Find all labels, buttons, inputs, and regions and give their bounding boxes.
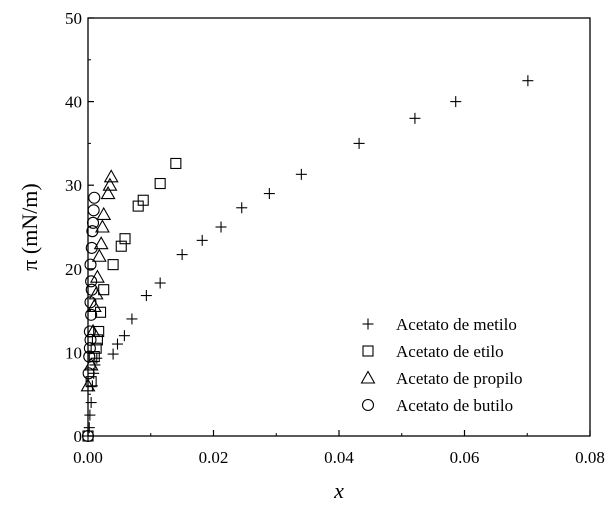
series-2 (82, 157, 182, 442)
x-tick-label: 0.02 (199, 448, 229, 467)
data-point (85, 308, 98, 321)
data-point (84, 258, 97, 271)
data-point (137, 194, 149, 206)
legend-label: Acetato de metilo (396, 315, 517, 334)
data-point (103, 169, 119, 183)
data-point (176, 249, 188, 261)
data-point (84, 409, 96, 421)
data-point (215, 221, 227, 233)
y-tick-label: 50 (65, 9, 82, 28)
data-point (93, 236, 109, 250)
data-point (170, 157, 182, 170)
data-point (88, 286, 104, 300)
legend: Acetato de metilo Acetato de etilo Acetato… (360, 315, 523, 415)
data-point (107, 348, 119, 360)
x-tick-label: 0.00 (73, 448, 103, 467)
x-tick-label: 0.04 (324, 448, 354, 467)
data-point (126, 313, 138, 325)
data-point (86, 298, 102, 312)
data-point (263, 188, 275, 200)
data-point (83, 342, 96, 355)
data-point (86, 225, 99, 238)
data-point (90, 342, 102, 354)
data-point (236, 202, 248, 214)
y-tick-label: 40 (65, 93, 82, 112)
data-point (85, 397, 97, 409)
data-point (85, 241, 98, 254)
data-point (154, 277, 166, 289)
data-point (409, 112, 421, 124)
data-point (353, 137, 365, 149)
legend-marker (362, 318, 374, 330)
data-point (91, 334, 103, 346)
data-point (450, 96, 462, 108)
legend-item: Acetato de metilo (362, 315, 517, 334)
legend-label: Acetato de butilo (396, 396, 513, 415)
legend-label: Acetato de propilo (396, 369, 523, 388)
data-point (84, 333, 97, 346)
data-point (119, 233, 131, 245)
data-point (118, 330, 130, 342)
data-point (140, 290, 152, 302)
data-point (196, 234, 208, 246)
x-tick-label: 0.08 (575, 448, 605, 467)
data-point (83, 350, 96, 363)
legend-item: Acetato de etilo (362, 342, 504, 361)
data-point (83, 325, 96, 338)
y-tick-label: 0 (74, 427, 83, 446)
legend-marker (362, 345, 374, 357)
legend-marker (360, 370, 376, 384)
data-point (88, 191, 101, 204)
data-point (94, 219, 110, 233)
data-point (96, 206, 112, 221)
y-axis-title: π (mN/m) (17, 183, 42, 270)
axis-ticks: 0.00 0.02 0.04 0.06 0.08 0 10 20 30 40 50 (65, 9, 605, 467)
y-tick-label: 30 (65, 176, 82, 195)
data-point (91, 248, 107, 262)
x-tick-label: 0.06 (450, 448, 480, 467)
data-point (115, 240, 127, 252)
legend-item: Acetato de butilo (361, 396, 513, 415)
data-point (295, 168, 307, 180)
data-point (107, 259, 119, 271)
data-point (102, 177, 118, 191)
data-point (87, 204, 100, 217)
y-tick-label: 10 (65, 343, 82, 362)
data-point (85, 275, 98, 288)
legend-marker (361, 398, 375, 412)
legend-label: Acetato de etilo (396, 342, 504, 361)
legend-item: Acetato de propilo (360, 369, 523, 388)
data-point (98, 284, 110, 296)
data-point (84, 296, 97, 309)
data-point (522, 75, 534, 87)
y-tick-label: 20 (65, 260, 82, 279)
data-point (154, 177, 166, 190)
data-point (111, 338, 123, 350)
series-3 (80, 169, 119, 392)
data-point (100, 185, 116, 200)
data-point (85, 283, 98, 296)
x-axis-title: x (333, 478, 344, 503)
